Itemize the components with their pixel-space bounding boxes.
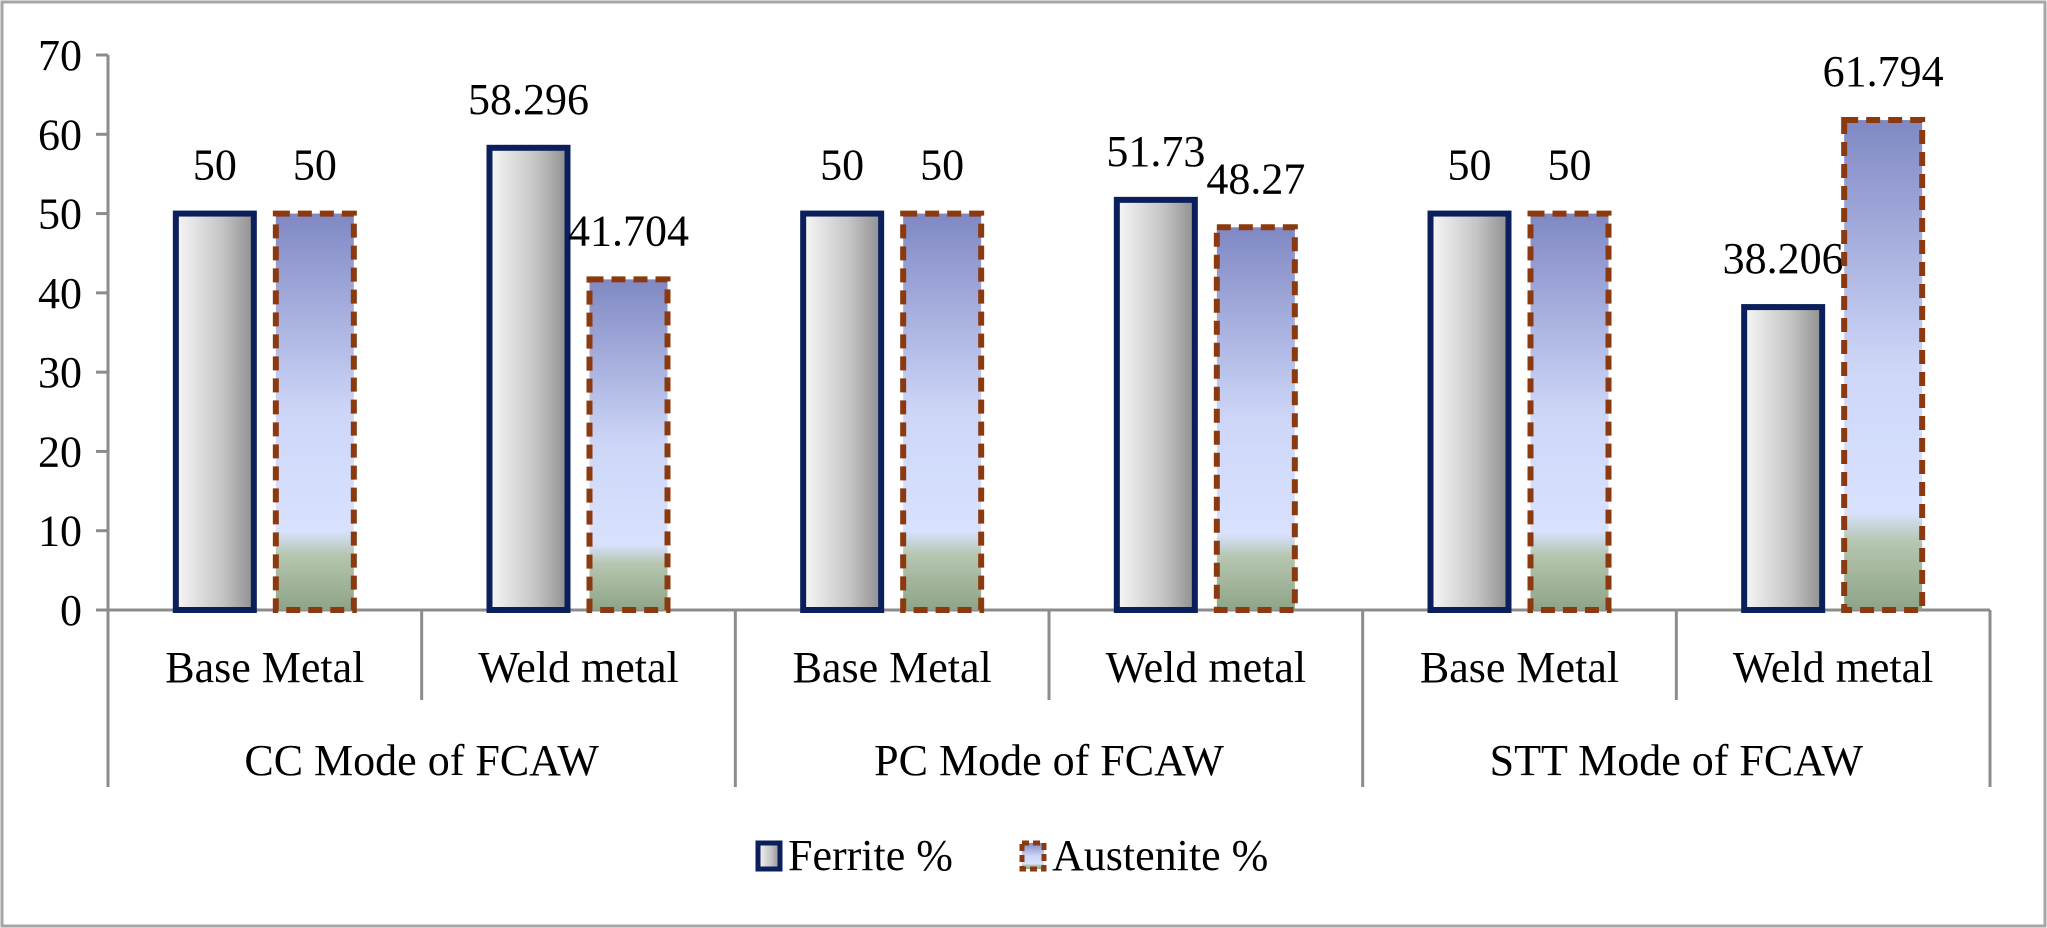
ferrite-bar bbox=[800, 210, 885, 613]
group-label: PC Mode of FCAW bbox=[874, 736, 1224, 785]
y-tick-label: 0 bbox=[60, 586, 82, 635]
ferrite-bar bbox=[1427, 210, 1512, 613]
austenite-bar bbox=[586, 276, 671, 613]
data-label: 50 bbox=[1548, 141, 1592, 190]
austenite-bar bbox=[900, 210, 985, 613]
y-tick-label: 40 bbox=[38, 269, 82, 318]
data-label: 50 bbox=[193, 141, 237, 190]
legend-swatch-ferrite bbox=[755, 840, 783, 872]
legend-label: Austenite % bbox=[1052, 831, 1268, 880]
group-label: CC Mode of FCAW bbox=[244, 736, 599, 785]
ferrite-bar bbox=[486, 144, 571, 614]
data-label: 38.206 bbox=[1723, 234, 1844, 283]
category-label: Weld metal bbox=[1106, 643, 1307, 692]
y-tick-label: 70 bbox=[38, 31, 82, 80]
data-label: 51.73 bbox=[1106, 127, 1205, 176]
category-label: Weld metal bbox=[478, 643, 679, 692]
category-label: Base Metal bbox=[165, 643, 364, 692]
ferrite-bar bbox=[1113, 196, 1198, 613]
ferrite-bar bbox=[172, 210, 257, 613]
category-label: Weld metal bbox=[1733, 643, 1934, 692]
legend: Ferrite % Austenite % bbox=[755, 831, 1268, 880]
y-tick-label: 20 bbox=[38, 427, 82, 476]
legend-swatch-austenite bbox=[1019, 840, 1047, 872]
data-label: 61.794 bbox=[1823, 47, 1944, 96]
legend-label: Ferrite % bbox=[788, 831, 953, 880]
category-label: Base Metal bbox=[1420, 643, 1619, 692]
data-label: 50 bbox=[293, 141, 337, 190]
data-label: 58.296 bbox=[468, 75, 589, 124]
data-label: 50 bbox=[920, 141, 964, 190]
austenite-bar bbox=[1213, 224, 1298, 613]
data-label: 50 bbox=[820, 141, 864, 190]
y-tick-label: 10 bbox=[38, 507, 82, 556]
austenite-bar bbox=[272, 210, 357, 613]
data-label: 50 bbox=[1448, 141, 1492, 190]
y-tick-label: 60 bbox=[38, 110, 82, 159]
ferrite-bar bbox=[1741, 304, 1826, 613]
category-label: Base Metal bbox=[793, 643, 992, 692]
y-tick-label: 30 bbox=[38, 348, 82, 397]
austenite-bar bbox=[1841, 117, 1926, 613]
data-label: 48.27 bbox=[1206, 154, 1305, 203]
austenite-bar bbox=[1527, 210, 1612, 613]
group-label: STT Mode of FCAW bbox=[1490, 736, 1864, 785]
data-label: 41.704 bbox=[568, 206, 689, 255]
y-tick-label: 50 bbox=[38, 190, 82, 239]
